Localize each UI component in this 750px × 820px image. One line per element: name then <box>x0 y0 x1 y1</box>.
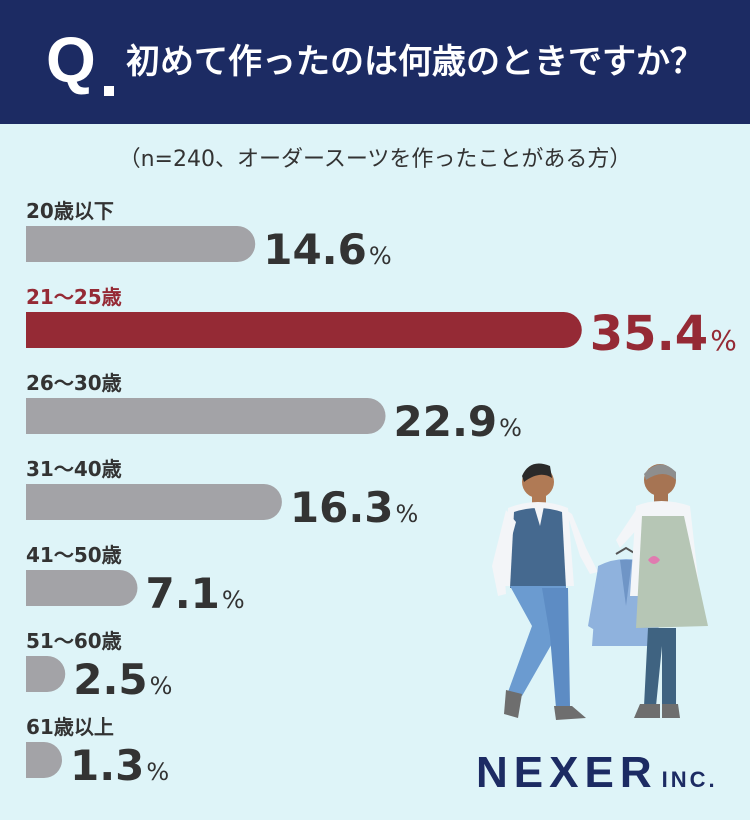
bar <box>26 742 62 778</box>
category-label: 26〜30歳 <box>26 371 122 395</box>
q-label: Q <box>46 24 96 96</box>
logo-suffix: INC. <box>661 767 718 792</box>
bar <box>26 226 256 262</box>
bar <box>26 312 582 348</box>
value-label: 2.5% <box>73 655 172 704</box>
category-label: 61歳以上 <box>26 715 114 739</box>
category-label: 41〜50歳 <box>26 543 122 567</box>
value-label: 16.3% <box>290 483 418 532</box>
value-label: 22.9% <box>394 397 522 446</box>
nexer-logo: NEXER INC. <box>476 748 718 798</box>
category-label: 20歳以下 <box>26 199 114 223</box>
category-label: 31〜40歳 <box>26 457 122 481</box>
value-label: 1.3% <box>70 741 169 790</box>
value-label: 35.4% <box>590 306 737 362</box>
value-label: 14.6% <box>263 225 391 274</box>
tailor-illustration-icon <box>492 463 708 720</box>
category-label: 51〜60歳 <box>26 629 122 653</box>
category-label: 21〜25歳 <box>26 285 122 309</box>
bar <box>26 484 282 520</box>
bar <box>26 570 138 606</box>
logo-name: NEXER <box>476 748 658 797</box>
bar <box>26 398 386 434</box>
header: Q 初めて作ったのは何歳のときですか？ <box>0 0 750 124</box>
sample-note: （n=240、オーダースーツを作ったことがある方） <box>118 147 632 172</box>
q-dot <box>104 86 114 96</box>
value-label: 7.1% <box>145 569 244 618</box>
question-title: 初めて作ったのは何歳のときですか？ <box>126 42 704 82</box>
bar <box>26 656 66 692</box>
